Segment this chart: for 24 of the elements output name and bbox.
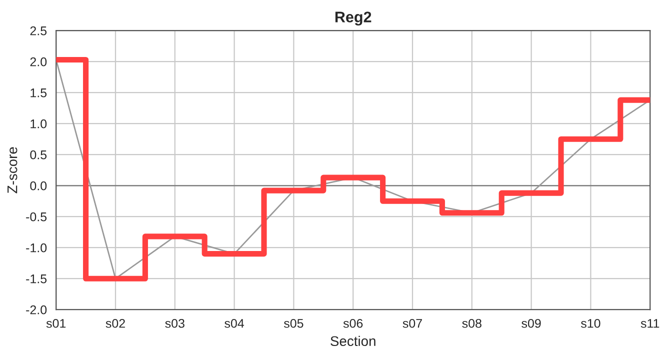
y-tick-label: 1.5 — [30, 88, 47, 98]
y-tick-label: -1.0 — [26, 243, 47, 252]
x-axis-title: Section — [330, 336, 376, 346]
y-tick-label: -0.5 — [26, 212, 47, 222]
x-tick-label: s10 — [580, 318, 600, 328]
x-tick-label: s08 — [462, 318, 482, 328]
x-tick-label: s06 — [343, 318, 363, 328]
x-tick-label: s02 — [106, 318, 125, 328]
y-tick-label: 1.0 — [30, 119, 47, 128]
y-tick-label: 2.0 — [30, 57, 47, 66]
x-tick-label: s03 — [165, 318, 184, 328]
y-axis-title: Z-score — [8, 147, 18, 194]
x-tick-label: s09 — [522, 318, 541, 328]
chart-title: Reg2 — [335, 12, 372, 26]
x-tick-label: s04 — [224, 318, 244, 328]
x-tick-label: s01 — [46, 318, 66, 328]
y-tick-label: -1.5 — [26, 274, 47, 284]
y-tick-label: -2.0 — [26, 305, 47, 314]
x-tick-label: s11 — [640, 319, 660, 328]
y-tick-label: 0.5 — [30, 150, 47, 160]
y-tick-label: 0.0 — [30, 181, 47, 190]
y-tick-label: 2.5 — [30, 26, 47, 36]
x-tick-label: s05 — [284, 318, 304, 328]
x-tick-label: s07 — [402, 318, 422, 328]
